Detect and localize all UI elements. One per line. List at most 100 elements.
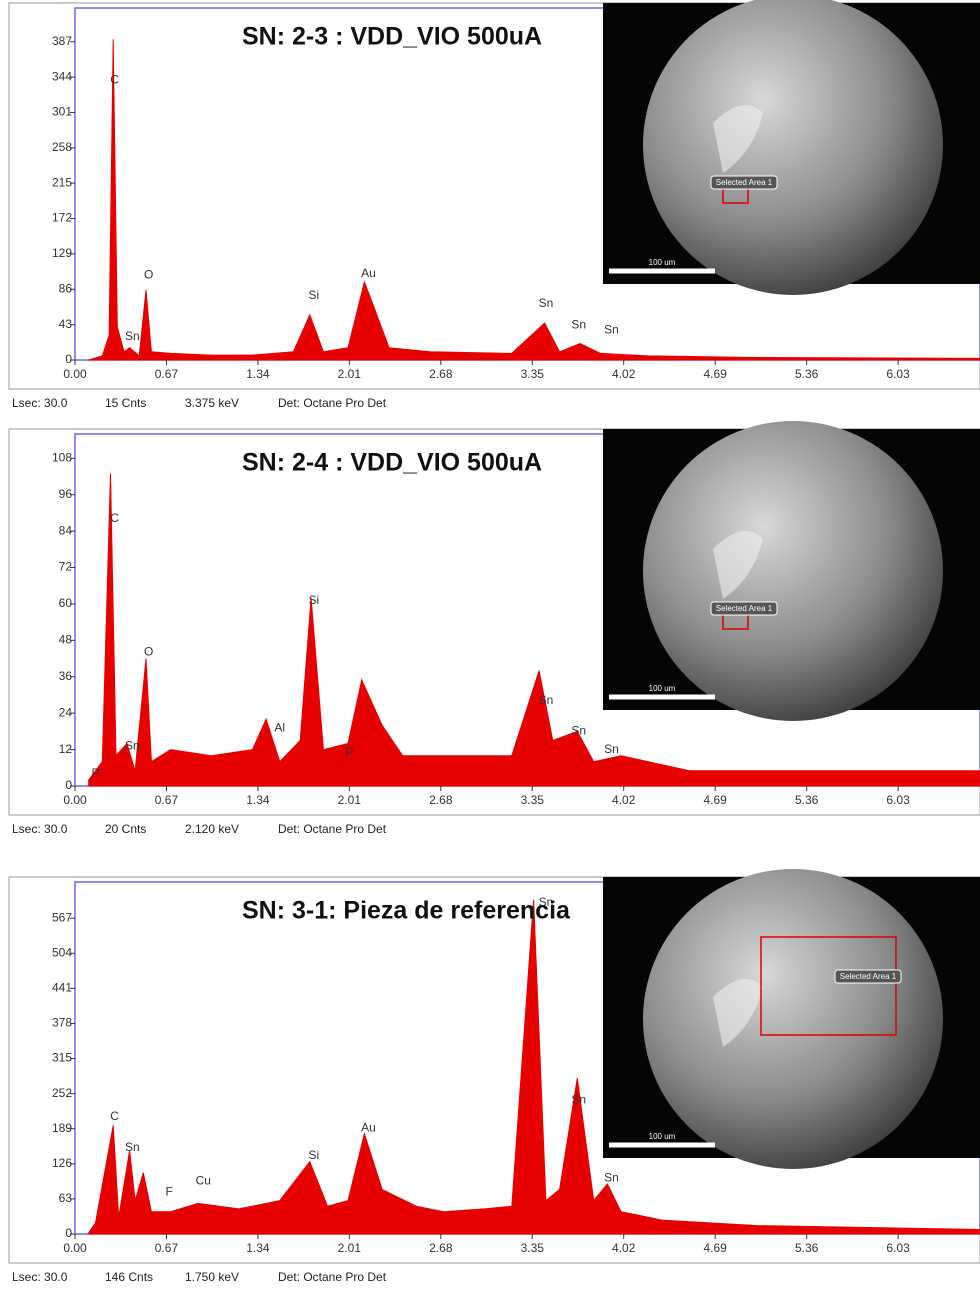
status-item: 15 Cnts [105,396,146,410]
status-item: 20 Cnts [105,822,146,836]
x-tick-label: 0.67 [155,793,179,807]
x-tick-label: 0.00 [63,793,87,807]
x-tick-label: 6.03 [886,1241,910,1255]
peak-label: Sn [539,895,554,909]
x-tick-label: 2.68 [429,1241,453,1255]
peak-label: Sn [604,323,619,337]
spectrum-panel: 0 63 126 189 252 315 378 441 504 567 0.00 0.67 1.34 2… [8,869,980,1284]
peak-label: Cu [196,1173,211,1187]
x-tick-label: 0.00 [63,1241,87,1255]
panel-frame [8,2,980,390]
y-tick-label: 344 [52,69,72,83]
status-item: Det: Octane Pro Det [278,822,387,836]
peak-label: Sn [571,318,586,332]
y-tick-label: 315 [52,1051,72,1065]
x-tick-label: 5.36 [795,367,819,381]
peak-label: P [345,745,353,759]
chart-title: SN: 3-1: Pieza de referencia [242,897,571,925]
peak-label: Sn [604,742,619,756]
status-item: 146 Cnts [105,1270,153,1284]
spectrum [88,39,980,361]
x-tick-label: 0.00 [63,367,87,381]
selected-area-label: Selected Area 1 [716,604,773,613]
peak-label: Sn [125,739,140,753]
peak-label: Au [361,1120,376,1134]
x-tick-label: 1.34 [246,367,270,381]
y-tick-label: 36 [59,669,73,683]
x-tick-label: 2.68 [429,793,453,807]
selected-area [760,936,897,1036]
y-tick-label: 96 [59,487,73,501]
y-tick-label: 567 [52,910,72,924]
peak-label: Sn [539,296,554,310]
peak-label: Si [309,1148,320,1162]
x-tick-label: 3.35 [521,1241,545,1255]
x-tick-label: 4.02 [612,367,636,381]
y-tick-label: 129 [52,246,72,260]
y-tick-label: 252 [52,1086,72,1100]
sem-sphere [643,0,943,295]
x-tick-label: 1.34 [246,1241,270,1255]
y-tick-label: 108 [52,450,72,464]
y-tick-label: 258 [52,140,72,154]
y-tick-label: 172 [52,211,72,225]
y-tick-label: 63 [59,1191,73,1205]
spectrum [88,899,980,1235]
y-tick-label: 0 [65,1226,72,1240]
sem-sphere [643,421,943,721]
peak-label: Au [361,266,376,280]
sem-sphere [643,869,943,1169]
chart-title: SN: 2-3 : VDD_VIO 500uA [242,23,542,51]
y-tick-label: 189 [52,1121,72,1135]
status-item: Det: Octane Pro Det [278,396,387,410]
selected-label-box [710,175,778,190]
x-tick-label: 4.69 [704,367,728,381]
y-tick-label: 504 [52,945,72,959]
y-tick-label: 12 [59,742,73,756]
spectrum [88,473,980,787]
x-tick-label: 5.36 [795,1241,819,1255]
y-tick-label: 48 [59,633,73,647]
peak-label: C [110,511,119,525]
x-tick-label: 2.68 [429,367,453,381]
y-tick-label: 215 [52,175,72,189]
y-tick-label: 86 [59,281,73,295]
selected-label-box [834,969,902,984]
x-tick-label: 3.35 [521,367,545,381]
status-item: 1.750 keV [185,1270,239,1284]
x-tick-label: 0.67 [155,1241,179,1255]
x-tick-label: 4.69 [704,793,728,807]
x-tick-label: 2.01 [338,793,362,807]
x-tick-label: 6.03 [886,367,910,381]
peak-label: Sn [571,724,586,738]
y-tick-label: 60 [59,596,73,610]
peak-label: Sn [125,1140,140,1154]
spectrum-panel: 0 43 86 129 172 215 258 301 344 387 0.00 0.67 1.34 2.… [8,0,980,410]
x-tick-label: 3.35 [521,793,545,807]
y-tick-label: 301 [52,105,72,119]
peak-label: O [144,267,153,281]
x-tick-label: 2.01 [338,1241,362,1255]
peak-label: Si [309,288,320,302]
peak-label: C [110,1109,119,1123]
peak-label: C [110,73,119,87]
y-tick-label: 441 [52,981,72,995]
status-item: 2.120 keV [185,822,239,836]
y-tick-label: 84 [59,523,73,537]
chart-title: SN: 2-4 : VDD_VIO 500uA [242,449,542,477]
y-tick-label: 126 [52,1156,72,1170]
sem-feature [713,979,763,1047]
x-tick-label: 6.03 [886,793,910,807]
status-item: Lsec: 30.0 [12,396,68,410]
x-tick-label: 4.02 [612,793,636,807]
x-tick-label: 0.67 [155,367,179,381]
sem-feature [713,531,763,599]
peak-label: Al [274,721,285,735]
selected-label-box [710,601,778,616]
scale-label: 100 um [649,1132,676,1141]
scale-label: 100 um [649,258,676,267]
x-tick-label: 5.36 [795,793,819,807]
spectrum-panel: 0 12 24 36 48 60 72 84 96 108 0.00 0.67 1.34 2.01 2.68… [8,421,980,836]
peak-label: F [166,1184,173,1198]
